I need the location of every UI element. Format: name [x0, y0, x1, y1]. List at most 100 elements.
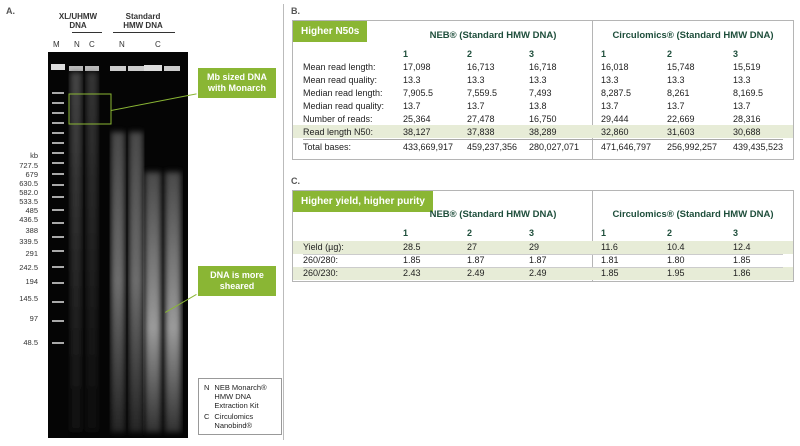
table-b-row-label: Median read length: [303, 88, 383, 98]
panel-a-letter: A. [6, 6, 15, 16]
table-b-cell: 7,559.5 [467, 88, 498, 98]
table-b-cell: 13.3 [601, 75, 619, 85]
lane-label-m: M [53, 40, 60, 49]
table-b-cell: 16,718 [529, 62, 557, 72]
table-b-row-label: Mean read quality: [303, 75, 378, 85]
table-c-col-1: 1 [403, 228, 409, 238]
table-b-col-3: 3 [529, 49, 535, 59]
header-underline-xl [72, 32, 102, 33]
table-c-cell: 11.6 [601, 242, 618, 252]
table-c-cell: 2.49 [467, 268, 485, 278]
table-c-cell: 28.5 [403, 242, 421, 252]
table-c-col-2: 2 [667, 228, 673, 238]
table-b: Higher N50s NEB® (Standard HMW DNA) Circ… [292, 20, 794, 160]
table-b-row-label: Total bases: [303, 142, 352, 152]
kb-label: 388 [25, 226, 38, 235]
table-b-cell: 16,713 [467, 62, 495, 72]
table-c-col-3: 3 [733, 228, 739, 238]
table-b-row-label: Mean read length: [303, 62, 376, 72]
header-xl-uhmw: XL/UHMW DNA [58, 12, 98, 30]
lane-labels: M N C N C [48, 40, 188, 50]
legend-row-n: N NEB Monarch® HMW DNA Extraction Kit [204, 383, 276, 410]
table-c-row-label: Yield (µg): [303, 242, 344, 252]
table-b-cell: 27,478 [467, 114, 495, 124]
table-c-separator [592, 191, 593, 281]
table-c-cell: 10.4 [667, 242, 685, 252]
table-b-cell: 13.3 [529, 75, 547, 85]
table-c-cell: 1.87 [467, 255, 485, 265]
table-b-cell: 16,750 [529, 114, 557, 124]
table-b-cell: 16,018 [601, 62, 629, 72]
table-b-cell: 7,493 [529, 88, 552, 98]
kb-label: 339.5 [19, 237, 38, 246]
table-b-group-neb: NEB® (Standard HMW DNA) [429, 30, 557, 41]
table-c-title: Higher yield, higher purity [293, 191, 433, 212]
kb-label: 194 [25, 277, 38, 286]
table-c-cell: 1.85 [601, 268, 619, 278]
kb-label: 48.5 [23, 338, 38, 347]
table-c-col-1: 1 [601, 228, 607, 238]
table-b-cell: 8,261 [667, 88, 690, 98]
table-b-cell: 38,289 [529, 127, 557, 137]
legend-row-c: C Circulomics Nanobind® [204, 412, 276, 430]
table-b-cell: 15,519 [733, 62, 761, 72]
table-b-cell: 30,688 [733, 127, 761, 137]
table-c-cell: 1.81 [601, 255, 619, 265]
kb-label: 630.5 [19, 179, 38, 188]
kb-label: 727.5 [19, 161, 38, 170]
panel-c-letter: C. [291, 176, 300, 186]
table-c-cell: 1.86 [733, 268, 751, 278]
table-b-cell: 31,603 [667, 127, 695, 137]
lane-label-n2: N [119, 40, 125, 49]
table-c-cell: 1.95 [667, 268, 685, 278]
table-b-title: Higher N50s [293, 21, 368, 42]
table-c-cell: 1.87 [529, 255, 547, 265]
lane-label-c2: C [155, 40, 161, 49]
table-b-col-1: 1 [403, 49, 409, 59]
table-b-cell: 13.7 [467, 101, 485, 111]
table-c: Higher yield, higher purity NEB® (Standa… [292, 190, 794, 282]
kb-unit: kb [30, 151, 38, 160]
table-b-cell: 32,860 [601, 127, 629, 137]
gel-image [48, 52, 188, 438]
table-b-col-2: 2 [467, 49, 473, 59]
panel-b-letter: B. [291, 6, 300, 16]
table-b-cell: 280,027,071 [529, 142, 580, 152]
kb-label: 582.0 [19, 188, 38, 197]
table-b-cell: 13.3 [467, 75, 485, 85]
table-b-cell: 7,905.5 [403, 88, 434, 98]
table-c-cell: 1.85 [733, 255, 751, 265]
legend-key-c: C [204, 412, 210, 421]
table-c-highlight-260-230 [293, 267, 793, 280]
panel-divider [283, 4, 284, 440]
table-b-col-1: 1 [601, 49, 607, 59]
table-b-cell: 13.7 [601, 101, 619, 111]
table-c-cell: 1.85 [403, 255, 421, 265]
table-c-cell: 1.80 [667, 255, 685, 265]
table-b-rule [303, 139, 783, 140]
table-c-highlight-yield [293, 241, 793, 254]
table-b-cell: 8,287.5 [601, 88, 632, 98]
table-b-row-label: Number of reads: [303, 114, 373, 124]
header-underline-std [113, 32, 175, 33]
table-b-cell: 22,669 [667, 114, 695, 124]
table-b-cell: 13.8 [529, 101, 547, 111]
legend-key-n: N [204, 383, 210, 392]
table-b-cell: 15,748 [667, 62, 695, 72]
table-b-cell: 433,669,917 [403, 142, 454, 152]
table-b-group-circ: Circulomics® (Standard HMW DNA) [612, 30, 774, 41]
gel-bands [51, 64, 181, 432]
table-b-cell: 17,098 [403, 62, 431, 72]
table-c-cell: 2.43 [403, 268, 421, 278]
table-b-cell: 28,316 [733, 114, 761, 124]
header-standard-hmw: Standard HMW DNA [123, 12, 163, 30]
table-b-separator [592, 21, 593, 159]
kb-label: 533.5 [19, 197, 38, 206]
table-c-rule [303, 267, 783, 268]
table-c-row-label: 260/230: [303, 268, 339, 278]
kb-label: 436.5 [19, 215, 38, 224]
callout-sheared: DNA is more sheared [198, 266, 276, 296]
legend-box: N NEB Monarch® HMW DNA Extraction Kit C … [198, 378, 282, 435]
table-b-cell: 13.7 [667, 101, 685, 111]
table-c-group-neb: NEB® (Standard HMW DNA) [429, 209, 557, 220]
